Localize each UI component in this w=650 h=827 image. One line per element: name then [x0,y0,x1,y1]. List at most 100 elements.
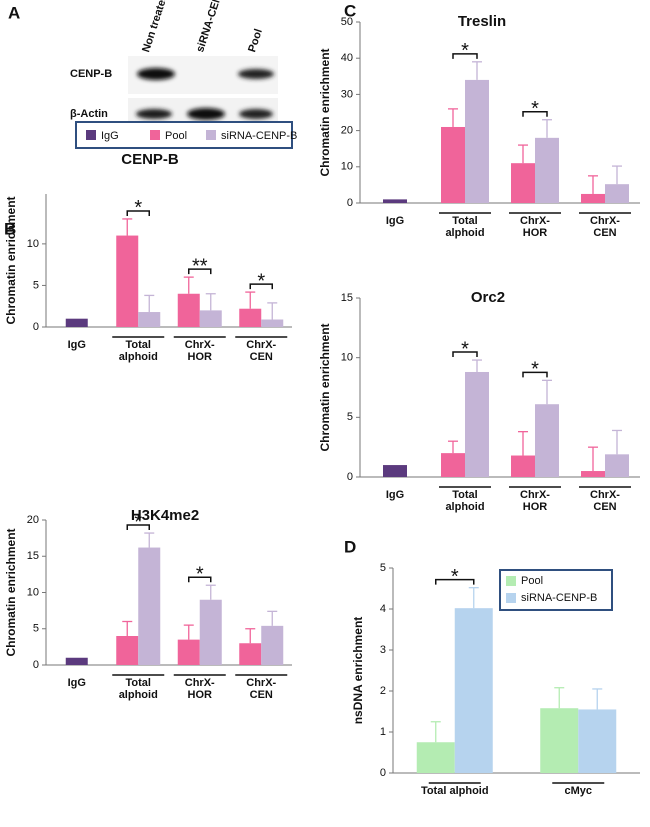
error-bar [448,440,458,454]
x-tick-label: Total alphoid [420,785,489,797]
bar [465,79,489,203]
bar [581,471,605,477]
bar [535,404,559,477]
bar [199,310,222,327]
significance-label: * [196,564,204,586]
significance-label: ** [192,255,208,277]
bar [261,319,284,327]
y-tick-label: 0 [33,321,39,333]
significance-bracket [188,576,212,583]
x-tick-label-box: ChrX-HOR [184,677,215,701]
legend-swatch [150,130,160,140]
x-tick-label: Total alphoid [445,489,485,513]
error-bar [205,584,216,600]
bar [511,455,535,477]
y-tick-label: 5 [33,279,39,291]
y-tick-label: 0 [347,471,353,483]
significance-label: * [134,511,142,533]
bar [199,599,222,665]
error-bar [542,119,552,138]
chart-title: Treslin [458,13,506,30]
y-tick-label: 3 [380,644,386,656]
significance-label: * [451,566,459,588]
error-bar [183,276,194,294]
y-axis-label: Chromatin enrichment [4,196,18,324]
x-tick-label-box: ChrX-CEN [246,677,277,701]
error-bar [612,165,622,185]
significance-bracket [452,351,478,358]
bar [261,625,284,665]
legend-label: IgG [101,130,119,142]
error-bar [592,688,603,710]
y-axis-label: Chromatin enrichment [318,48,332,176]
bar [383,199,407,203]
error-bar [144,294,155,313]
x-tick-label: ChrX-CEN [246,339,277,363]
bar [441,126,465,203]
blot-band [136,109,172,119]
y-tick-label: 15 [341,292,353,304]
bar [116,235,139,327]
legend-label: siRNA-CENP-B [221,130,297,142]
legend-swatch [506,576,516,586]
error-bar [518,144,528,164]
legend-box [499,569,613,611]
chart-title: CENP-B [121,151,179,168]
x-tick-label-box: ChrX-HOR [520,489,550,513]
bar [605,184,629,203]
bar [138,312,161,327]
bar [578,709,617,773]
y-axis-label: Chromatin enrichment [4,528,18,656]
x-tick-label-box: ChrX-CEN [590,215,620,239]
error-bar [267,302,278,320]
y-tick-label: 20 [27,514,39,526]
y-tick-label: 10 [27,586,39,598]
legend-box [75,121,293,149]
error-bar [588,446,598,472]
y-axis-label: nsDNA enrichment [351,617,365,725]
blot-band [137,68,175,80]
error-bar [554,687,565,709]
y-tick-label: 20 [341,125,353,137]
blot-band [239,109,273,119]
legend-swatch [506,593,516,603]
x-tick-label: ChrX-CEN [590,215,620,239]
x-tick-label: ChrX-HOR [184,677,215,701]
y-tick-label: 10 [341,352,353,364]
y-tick-label: 4 [380,603,386,615]
error-bar [612,429,622,455]
chart-title: Orc2 [471,289,505,306]
bar [177,639,200,665]
bar [441,453,465,477]
x-tick-label-box: Total alphoid [445,215,485,239]
significance-bracket [126,524,150,531]
blot-band [187,108,225,120]
bar [465,371,489,477]
x-tick-label-box: Total alphoid [420,785,489,797]
legend-label: siRNA-CENP-B [521,592,597,604]
legend-label: Pool [521,575,543,587]
significance-bracket [249,283,273,290]
panel-label: B [4,219,16,238]
significance-label: * [531,98,539,120]
bar [416,742,455,773]
significance-label: * [461,338,469,360]
x-tick-label: ChrX-HOR [520,489,550,513]
blot-row: β-Actin [70,108,108,120]
blot-row: CENP-B [70,68,112,80]
y-tick-label: 0 [347,197,353,209]
error-bar [472,359,482,372]
x-tick-label: Total alphoid [445,215,485,239]
x-tick-label-box: Total alphoid [445,489,485,513]
error-bar [183,624,194,640]
bar [65,318,88,327]
bar [581,193,605,203]
error-bar [430,721,441,743]
panel-label: C [344,1,356,20]
significance-label: * [531,359,539,381]
significance-bracket [452,53,478,59]
x-tick-label: ChrX-CEN [246,677,277,701]
x-tick-label-box: ChrX-CEN [246,339,277,363]
error-bar [588,175,598,194]
